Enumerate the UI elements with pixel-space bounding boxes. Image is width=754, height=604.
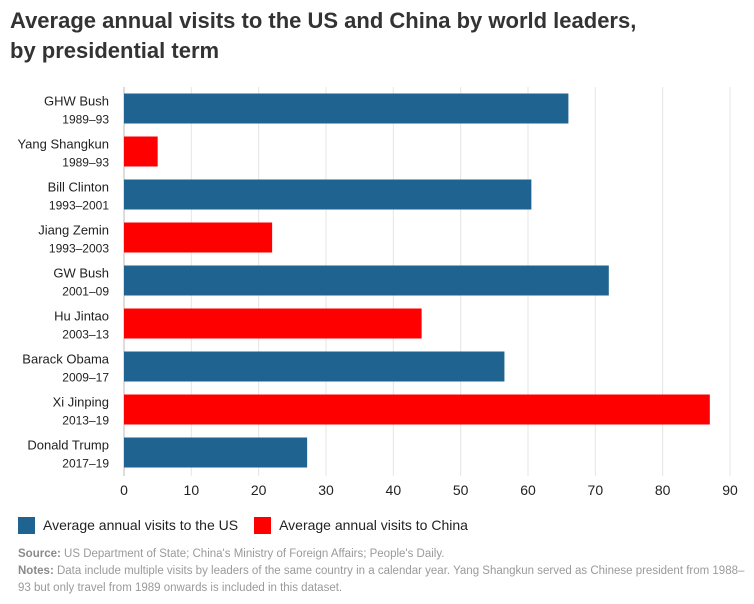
- legend-swatch-china: [254, 516, 272, 534]
- category-label: Bill Clinton: [48, 180, 109, 195]
- category-label: GW Bush: [53, 266, 109, 281]
- category-term: 2017–19: [62, 457, 109, 471]
- category-term: 1989–93: [62, 113, 109, 127]
- category-term: 2001–09: [62, 285, 109, 299]
- bar: [124, 93, 569, 124]
- notes-label: Notes:: [18, 565, 54, 577]
- category-label: Yang Shangkun: [17, 137, 109, 152]
- category-label: Barack Obama: [22, 352, 109, 367]
- x-tick-label: 80: [655, 482, 671, 498]
- x-tick-label: 50: [453, 482, 469, 498]
- bar: [124, 437, 308, 468]
- bar: [124, 351, 505, 382]
- category-term: 2013–19: [62, 414, 109, 428]
- bar: [124, 222, 273, 253]
- category-label: Hu Jintao: [54, 309, 109, 324]
- x-tick-label: 20: [251, 482, 267, 498]
- notes-text: Data include multiple visits by leaders …: [18, 565, 745, 594]
- category-label: GHW Bush: [44, 94, 109, 109]
- chart-title-line-2: by presidential term: [10, 38, 220, 63]
- bar: [124, 394, 710, 425]
- bar: [124, 136, 158, 167]
- category-term: 2003–13: [62, 328, 109, 342]
- category-term: 1993–2001: [49, 199, 109, 213]
- category-term: 1993–2003: [49, 242, 109, 256]
- x-tick-label: 40: [386, 482, 402, 498]
- legend: Average annual visits to the US Average …: [18, 514, 484, 536]
- source-label: Source:: [18, 548, 61, 560]
- chart-title-line-1: Average annual visits to the US and Chin…: [10, 8, 637, 33]
- category-term: 1989–93: [62, 156, 109, 170]
- x-tick-label: 90: [722, 482, 738, 498]
- legend-label-china: Average annual visits to China: [279, 517, 468, 533]
- legend-swatch-us: [18, 516, 35, 534]
- chart-title: Average annual visits to the US and Chin…: [10, 6, 745, 66]
- x-tick-label: 10: [184, 482, 200, 498]
- x-tick-label: 0: [120, 482, 128, 498]
- legend-item-china: Average annual visits to China: [254, 516, 468, 534]
- bar: [124, 179, 532, 210]
- x-tick-label: 60: [520, 482, 536, 498]
- legend-item-us: Average annual visits to the US: [18, 516, 239, 534]
- bar: [124, 265, 609, 296]
- x-tick-label: 70: [588, 482, 604, 498]
- source-text: US Department of State; China's Ministry…: [60, 548, 445, 560]
- legend-label-us: Average annual visits to the US: [43, 517, 239, 533]
- category-label: Xi Jinping: [53, 395, 109, 410]
- footer: Source: US Department of State; China's …: [18, 546, 746, 597]
- category-label: Donald Trump: [27, 438, 109, 453]
- x-tick-label: 30: [318, 482, 334, 498]
- category-label: Jiang Zemin: [38, 223, 109, 238]
- source-note: Source: US Department of State; China's …: [18, 546, 746, 563]
- notes: Notes: Data include multiple visits by l…: [18, 563, 746, 597]
- category-term: 2009–17: [62, 371, 109, 385]
- bar: [124, 308, 422, 339]
